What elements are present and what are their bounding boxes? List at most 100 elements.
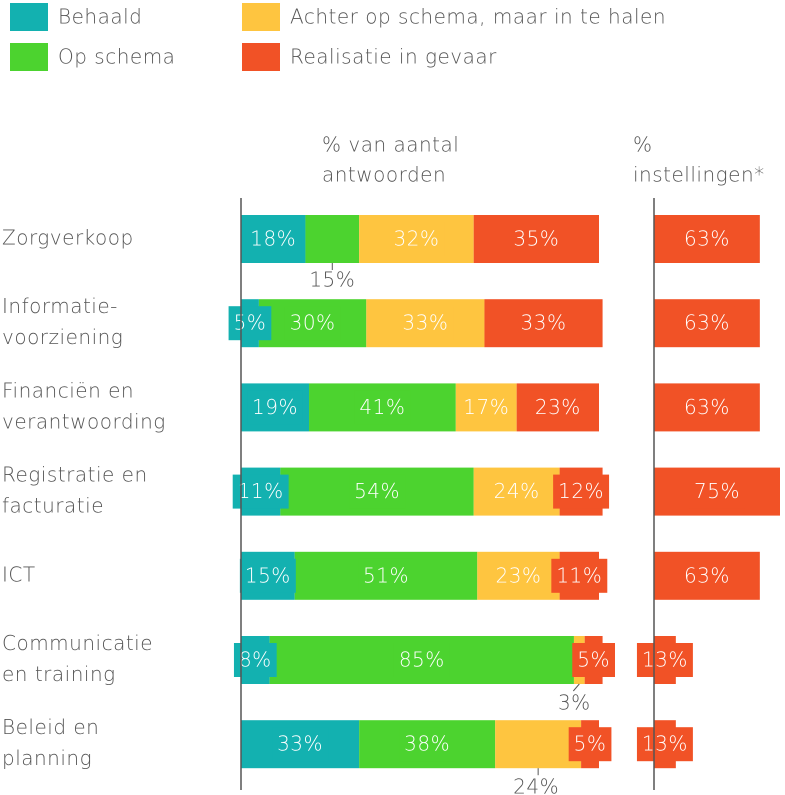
value-label: 15% bbox=[245, 563, 291, 587]
legend-swatch bbox=[242, 43, 280, 71]
value-label: 23% bbox=[535, 395, 581, 419]
value-label-group: 35% bbox=[508, 222, 565, 256]
category-label: voorziening bbox=[2, 325, 123, 349]
value-label: 54% bbox=[354, 479, 400, 503]
value-label-box bbox=[678, 390, 735, 425]
value-label-box bbox=[397, 306, 454, 341]
value-label-group: 38% bbox=[399, 727, 456, 762]
value-label-group: 13% bbox=[636, 727, 693, 762]
panel-header: instellingen* bbox=[633, 163, 765, 187]
value-label-box bbox=[678, 306, 735, 341]
value-label: 63% bbox=[684, 563, 730, 587]
value-label-box bbox=[572, 643, 615, 677]
value-label-box bbox=[358, 558, 414, 593]
category-label: Beleid en bbox=[2, 715, 99, 739]
category-label: Informatie- bbox=[2, 294, 118, 318]
legend-swatch bbox=[10, 43, 48, 71]
value-label-box bbox=[247, 390, 303, 425]
value-label-group: 12% bbox=[553, 474, 610, 509]
value-label: 35% bbox=[513, 227, 559, 251]
value-label-group: 23% bbox=[529, 390, 586, 425]
value-label: 75% bbox=[694, 479, 740, 503]
value-label-group: 11% bbox=[551, 558, 608, 593]
value-label: 63% bbox=[684, 227, 730, 251]
legend-label: Achter op schema, maar in te halen bbox=[290, 5, 666, 29]
value-label-group: 18% bbox=[245, 222, 302, 256]
value-label: 11% bbox=[556, 563, 602, 587]
value-label: 12% bbox=[558, 479, 604, 503]
value-label: 5% bbox=[574, 732, 607, 756]
value-label-box bbox=[508, 222, 565, 256]
value-label-box bbox=[488, 474, 545, 509]
value-label: 41% bbox=[359, 395, 405, 419]
value-label-box bbox=[689, 474, 745, 509]
value-label-group: 54% bbox=[349, 474, 406, 509]
value-label-group: 30% bbox=[284, 306, 341, 341]
value-label: 33% bbox=[402, 311, 448, 335]
value-label: 11% bbox=[238, 479, 284, 503]
value-label-group: 75% bbox=[689, 474, 745, 509]
value-label: 13% bbox=[642, 648, 688, 672]
value-label-box bbox=[678, 558, 735, 593]
bar-segment bbox=[305, 215, 360, 263]
panel-header: antwoorden bbox=[322, 163, 446, 187]
category-label: facturatie bbox=[2, 494, 104, 518]
legend-label: Realisatie in gevaar bbox=[290, 45, 497, 69]
value-label-group: 23% bbox=[490, 558, 547, 593]
value-label-box bbox=[399, 727, 456, 762]
value-label: 23% bbox=[495, 563, 541, 587]
value-label-group: 63% bbox=[678, 390, 735, 425]
value-label-box bbox=[232, 474, 289, 509]
legend-swatch bbox=[10, 3, 48, 31]
legend-swatch bbox=[242, 3, 280, 31]
value-label-box bbox=[568, 727, 612, 762]
value-label-group: 13% bbox=[636, 643, 693, 677]
value-label-group: 33% bbox=[515, 306, 572, 341]
value-label-outside: 15% bbox=[309, 268, 355, 292]
value-label-group: 63% bbox=[678, 306, 735, 341]
value-label-group: 5% bbox=[572, 643, 615, 677]
category-label: Communicatie bbox=[2, 631, 153, 655]
value-label: 85% bbox=[399, 648, 445, 672]
value-label: 38% bbox=[404, 732, 450, 756]
value-label-box bbox=[636, 727, 693, 762]
value-label-box bbox=[349, 474, 406, 509]
value-label-box bbox=[239, 558, 296, 593]
value-label-group: 63% bbox=[678, 222, 735, 256]
value-label-outside: 24% bbox=[513, 775, 559, 795]
value-label: 32% bbox=[393, 227, 439, 251]
value-label-group: 5% bbox=[228, 306, 272, 341]
value-label-box bbox=[553, 474, 610, 509]
leader-line bbox=[572, 683, 580, 692]
value-label-box bbox=[490, 558, 547, 593]
value-label: 5% bbox=[577, 648, 610, 672]
category-label: Financiën en bbox=[2, 378, 134, 402]
panel-header: % bbox=[633, 133, 653, 157]
value-label: 63% bbox=[684, 311, 730, 335]
value-label: 24% bbox=[494, 479, 540, 503]
bar-segment bbox=[495, 720, 582, 769]
value-label: 33% bbox=[521, 311, 567, 335]
value-label: 19% bbox=[252, 395, 298, 419]
category-label: Zorgverkoop bbox=[2, 226, 134, 250]
value-label-outside: 3% bbox=[558, 691, 591, 715]
value-label-group: 24% bbox=[488, 474, 545, 509]
legend-label: Op schema bbox=[58, 45, 175, 69]
value-label-box bbox=[636, 643, 693, 677]
value-label: 51% bbox=[363, 563, 409, 587]
value-label-group: 41% bbox=[354, 390, 411, 425]
value-label-box bbox=[393, 643, 450, 677]
value-label-group: 17% bbox=[458, 390, 515, 425]
value-label-box bbox=[245, 222, 302, 256]
value-label-box bbox=[284, 306, 341, 341]
value-label-group: 63% bbox=[678, 558, 735, 593]
value-label: 8% bbox=[239, 648, 272, 672]
panel-header: % van aantal bbox=[322, 133, 459, 157]
value-label-group: 51% bbox=[358, 558, 414, 593]
value-label-group: 5% bbox=[568, 727, 612, 762]
value-label-box bbox=[458, 390, 515, 425]
category-label: verantwoording bbox=[2, 409, 166, 433]
value-label: 30% bbox=[290, 311, 336, 335]
category-label: planning bbox=[2, 746, 92, 770]
